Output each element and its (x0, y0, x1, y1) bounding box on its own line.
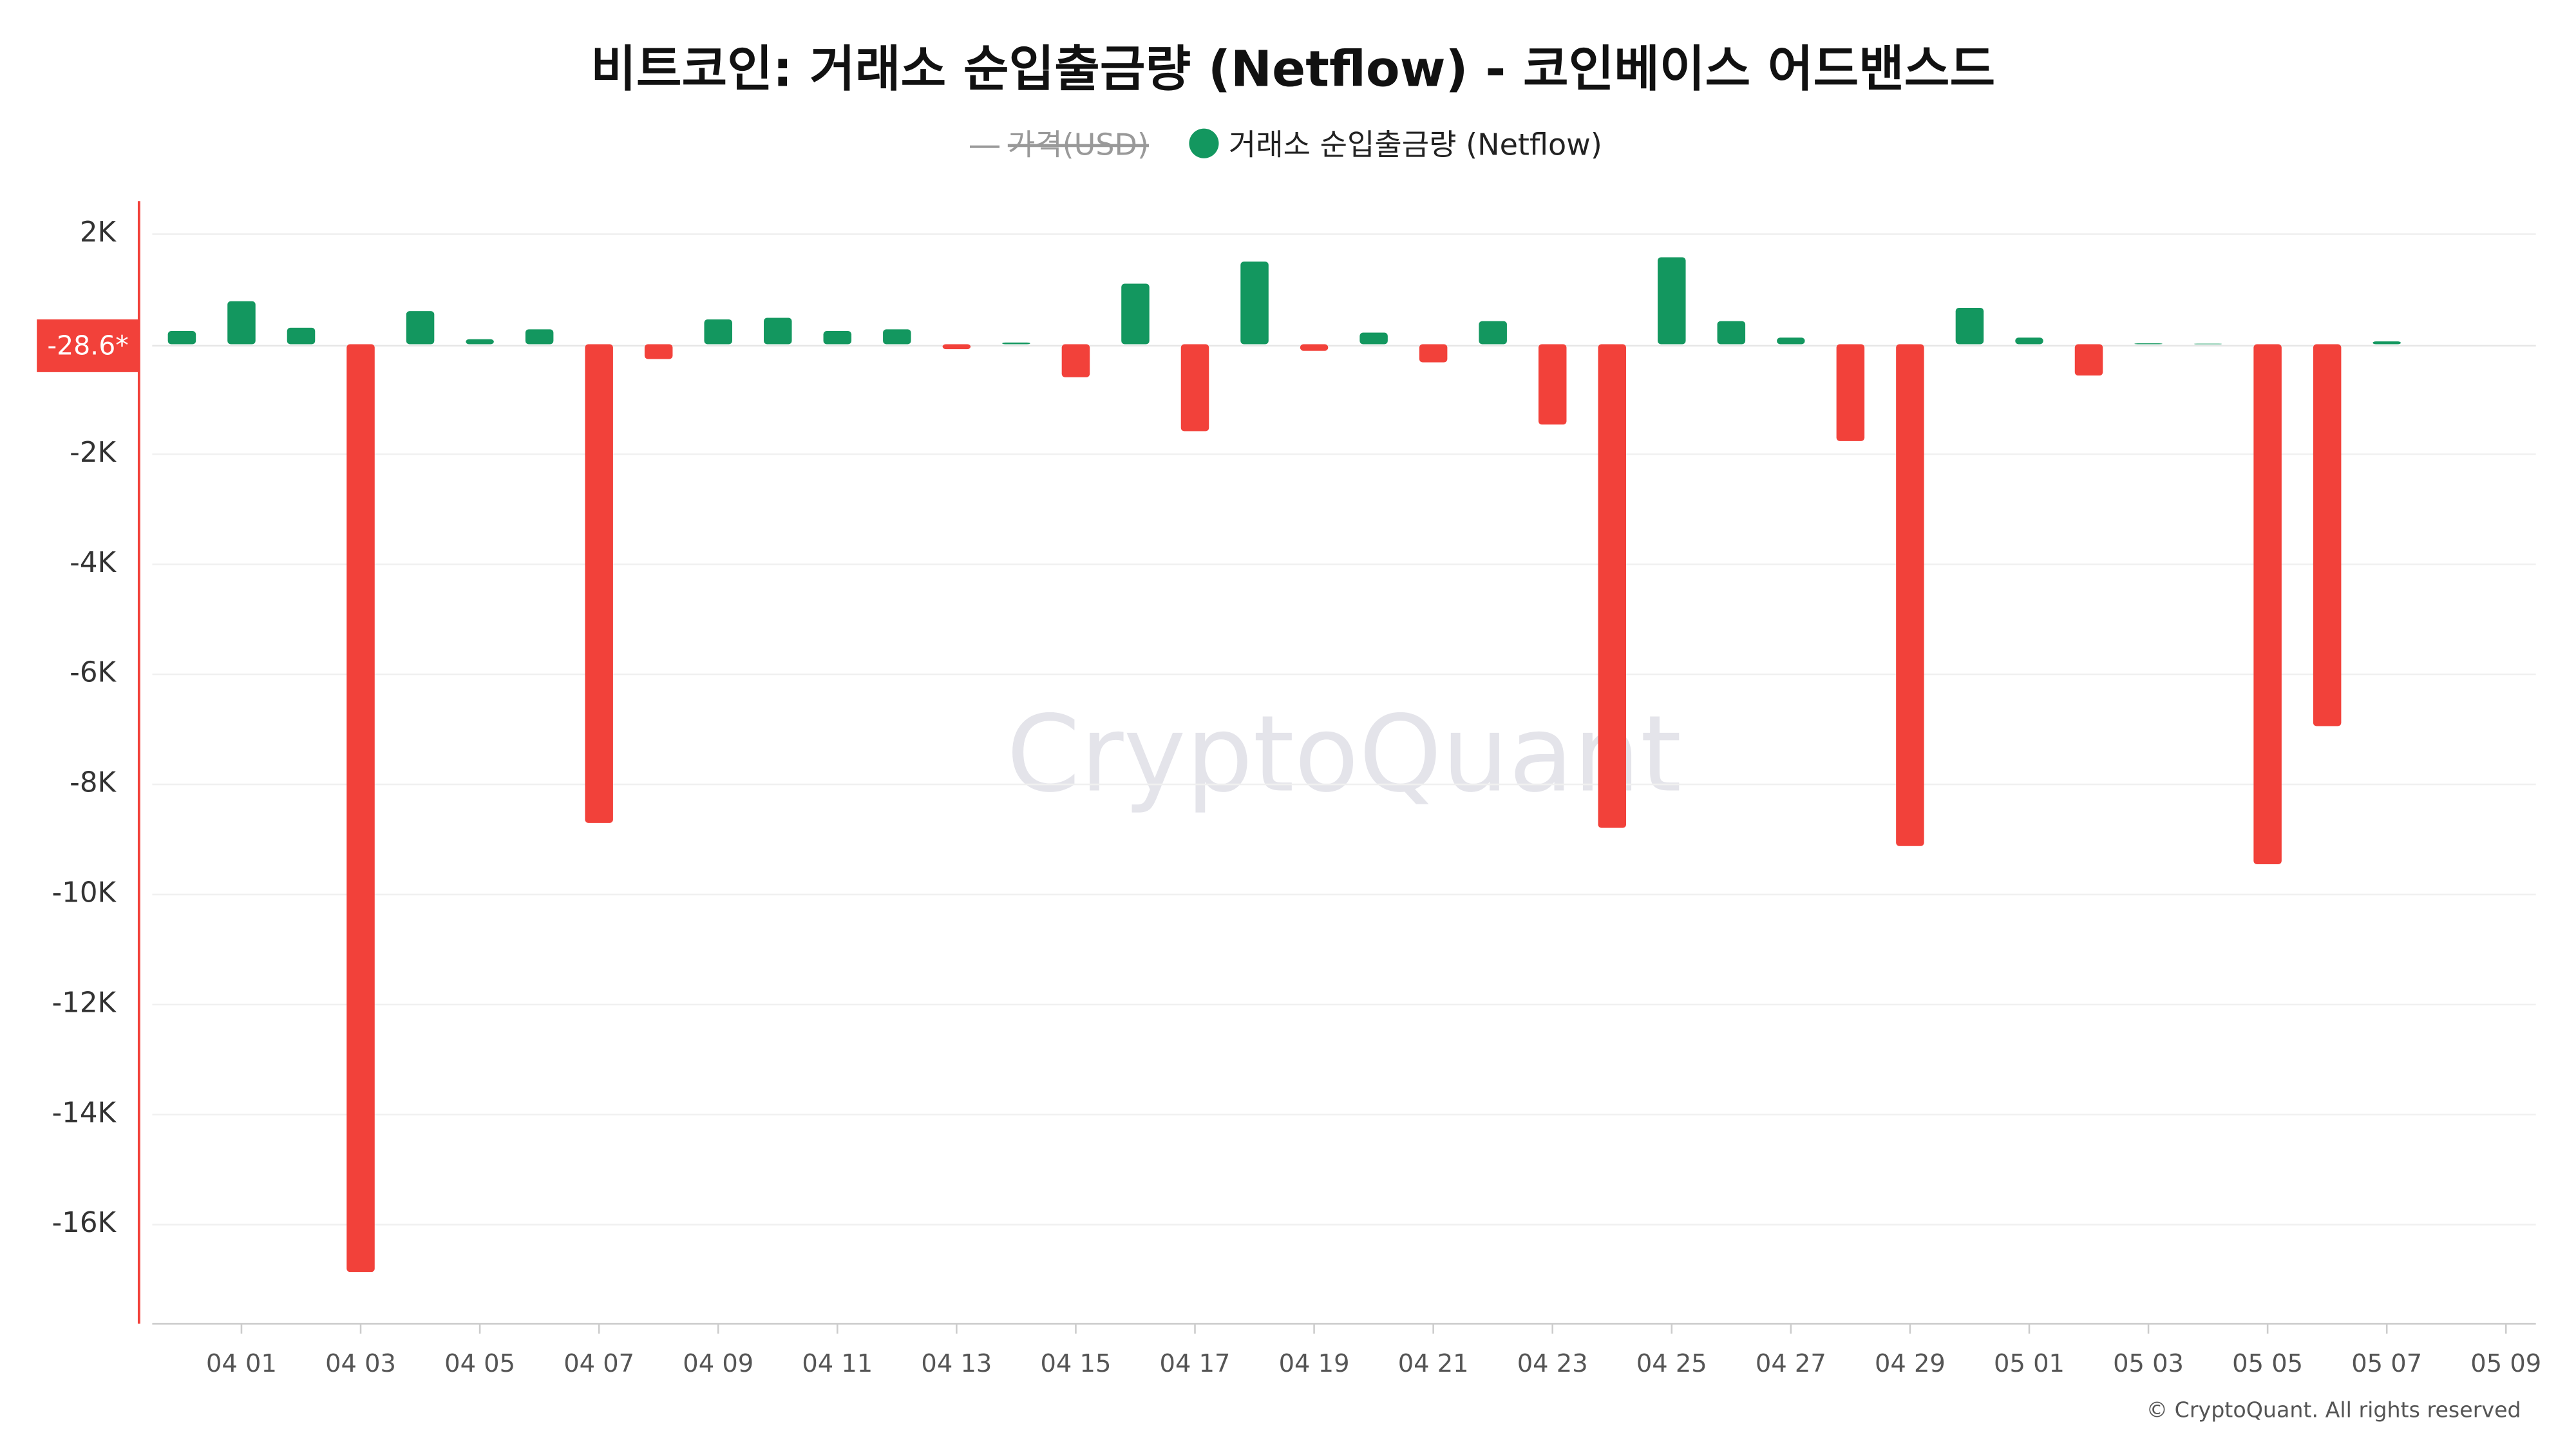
bar (1359, 332, 1388, 345)
x-tick-label: 05 05 (2232, 1349, 2303, 1378)
x-tick-label: 04 03 (325, 1349, 396, 1378)
bar (2253, 344, 2282, 864)
x-tick-label: 04 29 (1875, 1349, 1946, 1378)
x-tick-label: 04 21 (1398, 1349, 1469, 1378)
bar (1479, 321, 1507, 345)
y-tick-label: -4K (70, 547, 117, 579)
bar (1180, 344, 1209, 431)
bar (1002, 342, 1030, 345)
y-tick-label: -8K (70, 767, 117, 799)
bar (1240, 261, 1269, 345)
y-tick-label: -16K (52, 1207, 117, 1239)
x-tick-label: 04 13 (921, 1349, 992, 1378)
bar (704, 319, 732, 345)
y-tick-label: -6K (70, 657, 117, 689)
legend-label[interactable]: 거래소 순입출금량 (Netflow) (1229, 127, 1602, 162)
bar (346, 344, 375, 1273)
bar (466, 339, 494, 345)
bar (1836, 344, 1865, 441)
bar (406, 311, 435, 345)
bar (1658, 257, 1686, 345)
bar (585, 344, 613, 823)
bar (1777, 337, 1805, 345)
bar (2193, 343, 2222, 345)
bar (1598, 344, 1626, 828)
y-tick-label: -10K (52, 876, 117, 909)
bar (2134, 343, 2163, 345)
y-tick-label: -12K (52, 987, 117, 1019)
bar (883, 329, 911, 345)
x-tick-label: 05 09 (2470, 1349, 2541, 1378)
bar (525, 329, 554, 345)
bar (1896, 344, 1924, 846)
legend-marker (1189, 128, 1219, 158)
bar (1300, 344, 1329, 351)
x-tick-label: 04 17 (1160, 1349, 1231, 1378)
watermark: CryptoQuant (1007, 693, 1681, 816)
chart-title: 비트코인: 거래소 순입출금량 (Netflow) - 코인베이스 어드밴스드 (591, 41, 1995, 99)
bar (1121, 283, 1150, 345)
bar (1538, 344, 1567, 425)
bar (2074, 344, 2103, 376)
x-tick-label: 05 03 (2113, 1349, 2184, 1378)
current-value-badge (37, 319, 139, 372)
bar (1061, 344, 1090, 377)
bar (1419, 344, 1448, 363)
legend-label[interactable]: 가격(USD) (1008, 127, 1149, 162)
bar (2313, 344, 2342, 726)
x-tick-label: 04 25 (1636, 1349, 1707, 1378)
bar (942, 344, 971, 350)
x-tick-label: 04 27 (1756, 1349, 1826, 1378)
x-tick-label: 04 19 (1279, 1349, 1350, 1378)
y-tick-label: -14K (52, 1097, 117, 1129)
bar (2015, 337, 2043, 345)
bar (287, 327, 316, 345)
bar (764, 317, 792, 345)
y-tick-label: 2K (80, 216, 117, 249)
bar (644, 344, 673, 359)
x-tick-label: 05 07 (2351, 1349, 2422, 1378)
x-tick-label: 04 07 (564, 1349, 634, 1378)
bar (227, 301, 256, 345)
x-tick-label: 04 11 (802, 1349, 873, 1378)
bar (823, 330, 852, 345)
x-tick-label: 04 23 (1517, 1349, 1588, 1378)
x-tick-label: 04 01 (206, 1349, 277, 1378)
x-tick-label: 04 09 (683, 1349, 753, 1378)
x-tick-label: 04 05 (444, 1349, 515, 1378)
x-tick-label: 05 01 (1994, 1349, 2065, 1378)
bar (1717, 321, 1746, 345)
y-tick-label: -2K (70, 437, 117, 469)
bar (167, 330, 196, 345)
bar (2372, 341, 2401, 345)
copyright: © CryptoQuant. All rights reserved (2146, 1397, 2521, 1423)
current-value-label: -28.6* (47, 330, 128, 361)
x-tick-label: 04 15 (1040, 1349, 1111, 1378)
bar (1955, 308, 1984, 345)
